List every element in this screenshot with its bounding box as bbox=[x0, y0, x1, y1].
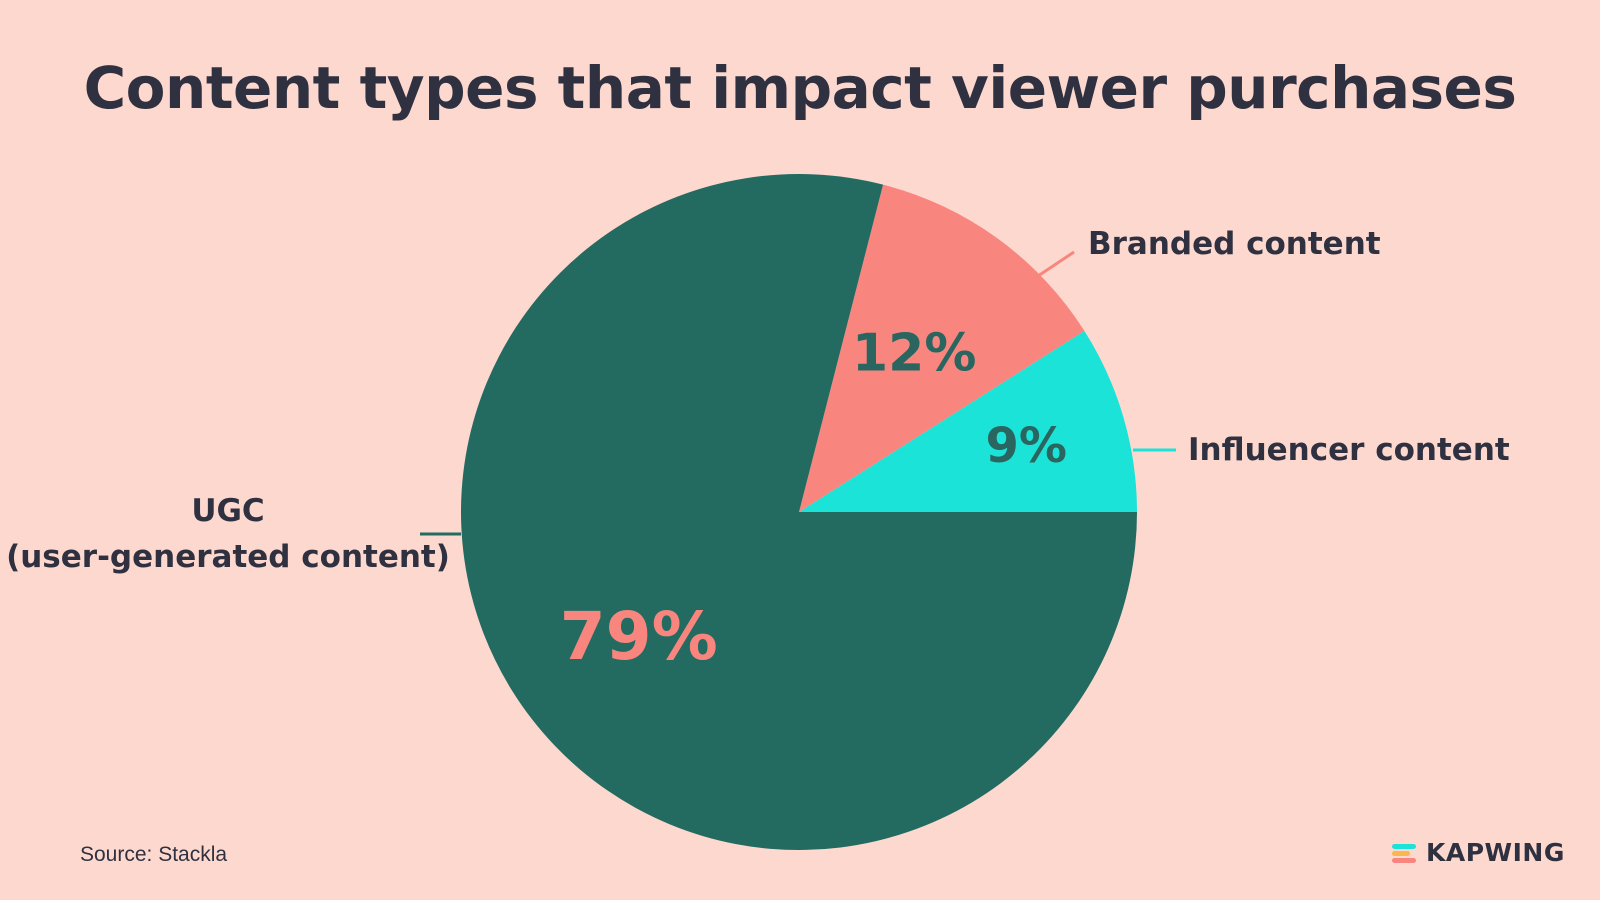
pie-slices bbox=[461, 174, 1138, 851]
leader-lines bbox=[420, 250, 1176, 536]
category-labels: Influencer content Branded content UGC (use… bbox=[6, 226, 1510, 575]
logo-bar-2 bbox=[1392, 850, 1410, 856]
kapwing-logo: KAPWING bbox=[1392, 838, 1565, 867]
pie-slice-0 bbox=[799, 330, 1137, 512]
kapwing-logo-icon bbox=[1392, 842, 1420, 864]
pie-slice-1 bbox=[799, 184, 1085, 512]
category-label-2-line-1: (user-generated content) bbox=[6, 539, 450, 575]
slice-percent-label-1: 12% bbox=[852, 323, 976, 383]
logo-bar-1 bbox=[1392, 843, 1416, 849]
logo-text: KAPWING bbox=[1426, 838, 1565, 867]
percent-labels: 9%12% 79% bbox=[560, 323, 1067, 674]
logo-bar-3 bbox=[1392, 857, 1416, 863]
pie-slice-2 bbox=[461, 174, 1138, 851]
source-note: Source: Stackla bbox=[80, 843, 228, 866]
category-label-0-line-0: Influencer content bbox=[1188, 432, 1510, 468]
category-label-1-line-0: Branded content bbox=[1088, 226, 1381, 262]
category-label-2-line-0: UGC bbox=[191, 493, 264, 529]
leader-line-1 bbox=[1034, 250, 1075, 280]
slice-percent-label-0: 9% bbox=[985, 418, 1067, 474]
slice-percent-label-2: 79% bbox=[560, 598, 718, 675]
chart-title: Content types that impact viewer purchas… bbox=[83, 54, 1517, 122]
